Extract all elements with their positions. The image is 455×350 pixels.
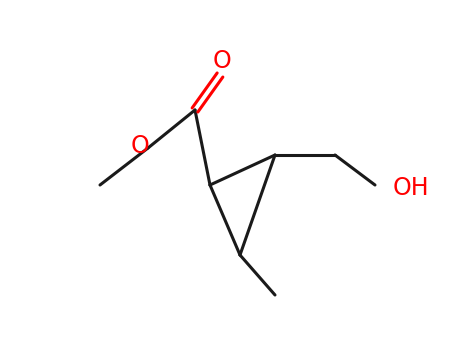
Text: O: O xyxy=(212,49,232,73)
Text: O: O xyxy=(131,134,149,158)
Text: OH: OH xyxy=(393,176,430,200)
